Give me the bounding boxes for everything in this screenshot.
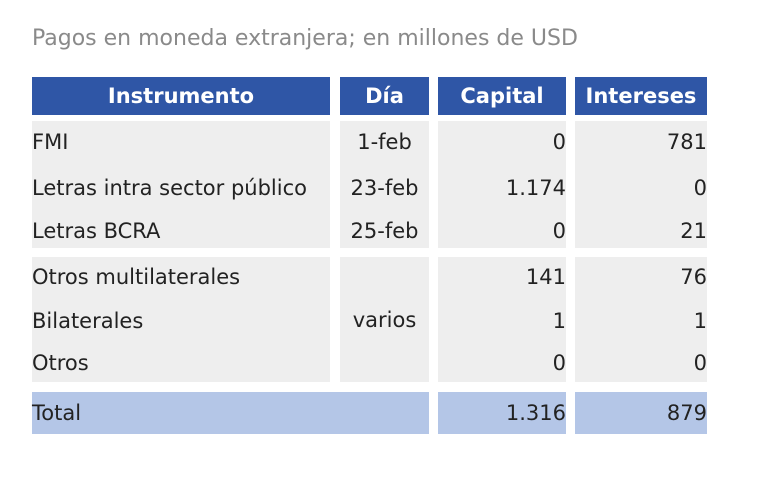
cell-dia: 1-feb <box>357 130 412 154</box>
total-intereses: 879 <box>666 401 707 425</box>
group1-bg-col3 <box>438 121 566 248</box>
group2-bg-col3 <box>438 257 566 382</box>
header-instrumento: Instrumento <box>32 77 330 115</box>
cell-instrumento: Otros multilaterales <box>32 265 241 289</box>
header-dia: Día <box>340 77 429 115</box>
cell-capital: 1.174 <box>505 176 566 200</box>
cell-intereses: 21 <box>680 219 707 243</box>
cell-instrumento: FMI <box>32 130 69 154</box>
header-intereses: Intereses <box>575 77 707 115</box>
cell-capital: 0 <box>552 130 566 154</box>
cell-dia: 25-feb <box>350 219 419 243</box>
cell-capital: 1 <box>552 309 566 333</box>
cell-instrumento: Bilaterales <box>32 309 144 333</box>
cell-intereses: 76 <box>680 265 707 289</box>
group2-bg-col2 <box>340 257 429 382</box>
total-label: Total <box>32 401 82 425</box>
total-bg-label <box>32 392 429 434</box>
table-title: Pagos en moneda extranjera; en millones … <box>32 26 578 51</box>
group1-bg-col1 <box>32 121 330 248</box>
total-capital: 1.316 <box>505 401 566 425</box>
cell-capital: 0 <box>552 219 566 243</box>
cell-capital: 0 <box>552 351 566 375</box>
cell-instrumento: Letras intra sector público <box>32 176 307 200</box>
group2-bg-col1 <box>32 257 330 382</box>
cell-instrumento: Otros <box>32 351 89 375</box>
total-bg-intereses <box>575 392 707 434</box>
cell-intereses: 781 <box>666 130 707 154</box>
cell-intereses: 1 <box>693 309 707 333</box>
cell-capital: 141 <box>525 265 566 289</box>
total-bg-capital <box>438 392 566 434</box>
cell-intereses: 0 <box>693 176 707 200</box>
cell-instrumento: Letras BCRA <box>32 219 161 243</box>
cell-intereses: 0 <box>693 351 707 375</box>
cell-dia: 23-feb <box>350 176 419 200</box>
cell-dia-merged: varios <box>352 308 417 332</box>
group1-bg-col4 <box>575 121 707 248</box>
group1-bg-col2 <box>340 121 429 248</box>
header-capital: Capital <box>438 77 566 115</box>
group2-bg-col4 <box>575 257 707 382</box>
